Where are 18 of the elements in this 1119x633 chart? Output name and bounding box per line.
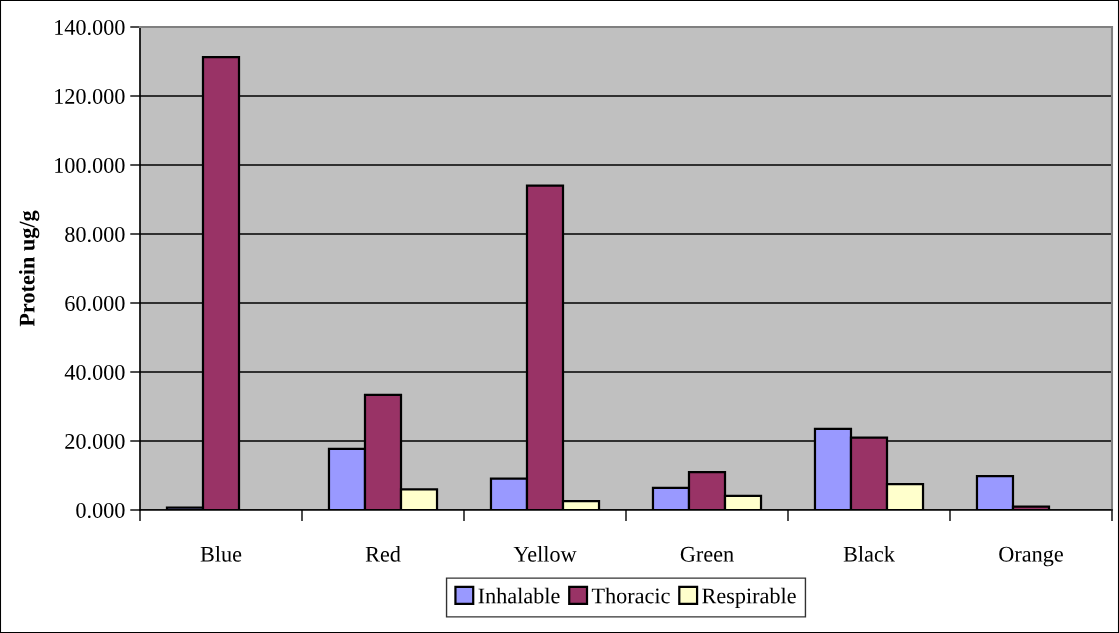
x-tick-label: Blue xyxy=(200,546,242,562)
y-tick-label: 120.000 xyxy=(55,88,125,105)
y-tick-label: 0.000 xyxy=(76,502,125,519)
y-tick-label: 20.000 xyxy=(65,433,125,450)
x-tick-label: Orange xyxy=(999,546,1063,567)
x-tick-label: Green xyxy=(680,546,734,562)
y-tick-label: 100.000 xyxy=(55,157,125,174)
legend-label: Respirable xyxy=(702,587,796,608)
y-tick-label: 40.000 xyxy=(64,364,125,381)
y-tick-label: 80.000 xyxy=(65,226,125,243)
x-tick-label: Yellow xyxy=(513,546,577,562)
legend-label: Thoracic xyxy=(591,587,670,604)
x-tick-label: Black xyxy=(843,546,895,562)
x-tick-label: Red xyxy=(365,546,401,562)
y-axis-title: Protein ug/g xyxy=(18,210,40,327)
y-tick-label: 60.000 xyxy=(65,295,125,312)
y-tick-label: 140.000 xyxy=(55,19,125,36)
legend-label: Inhalable xyxy=(478,587,560,604)
